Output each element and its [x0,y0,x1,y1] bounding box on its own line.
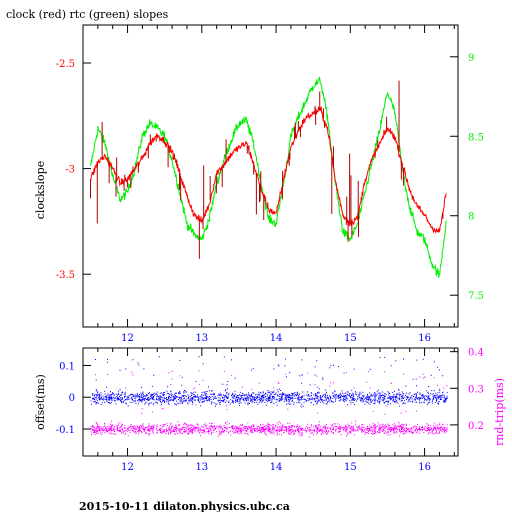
slopes-series-layer [89,76,447,278]
slopes-axes: 12 13 14 15 16 -3.5 -3 -2.5 7.5 8 8.5 9 [56,25,484,344]
right-tick-label: 8 [468,212,474,223]
right-tick-label: 7.5 [468,291,484,302]
left-tick-label: 0 [69,393,75,404]
offset-series-layer [90,356,448,438]
x-tick-label: 12 [121,333,134,344]
rnd-trip-axis-label: rnd-trip(ms) [493,378,506,446]
right-tick-label: 0.4 [468,348,484,359]
x-tick-label: 13 [195,462,208,473]
slopes-panel: 12 13 14 15 16 -3.5 -3 -2.5 7.5 8 8.5 9 clockslope [34,24,484,344]
x-tick-label: 16 [418,333,431,344]
rtc-slope-series [89,76,447,278]
left-tick-label: -3 [65,165,75,176]
right-tick-label: 9 [468,53,474,64]
slopes-plot-frame [82,24,459,328]
offset-axes: 12 13 14 15 16 -0.1 0 0.1 0.2 0.3 0.4 [56,348,484,473]
chart-title: clock (red) rtc (green) slopes [6,8,169,21]
offset-axis-label: offset(ms) [34,374,47,430]
left-tick-label: -2.5 [56,59,75,70]
right-tick-label: 0.2 [468,421,484,432]
left-tick-label: -3.5 [56,270,75,281]
rnd-trip-points [90,370,448,438]
x-tick-label: 13 [195,333,208,344]
left-tick-label: 0.1 [59,361,75,372]
offset-panel: 12 13 14 15 16 -0.1 0 0.1 0.2 0.3 0.4 offset(ms) r… [34,347,506,473]
x-tick-label: 15 [344,333,357,344]
x-tick-label: 14 [270,333,283,344]
footer-date-host: 2015-10-11 dilaton.physics.ubc.ca [79,500,290,512]
x-tick-label: 12 [121,462,134,473]
offset-points [90,356,448,407]
x-tick-label: 16 [418,462,431,473]
clock-slope-series [89,106,447,234]
right-tick-label: 8.5 [468,132,484,143]
x-tick-label: 14 [270,462,283,473]
x-tick-label: 15 [344,462,357,473]
clockslope-axis-label: clockslope [34,161,47,219]
right-tick-label: 0.3 [468,384,484,395]
left-tick-label: -0.1 [56,425,75,436]
offset-plot-frame [82,347,459,457]
